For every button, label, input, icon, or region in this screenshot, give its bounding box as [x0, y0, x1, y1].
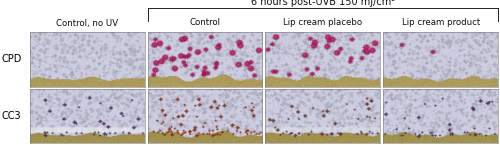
Text: 6 hours post-UVB 150 mJ/cm²: 6 hours post-UVB 150 mJ/cm²	[251, 0, 395, 7]
Text: Lip cream placebo: Lip cream placebo	[284, 18, 362, 27]
Text: CC3: CC3	[1, 111, 20, 121]
Text: CPD: CPD	[1, 55, 21, 65]
Text: Control: Control	[190, 18, 220, 27]
Text: Control, no UV: Control, no UV	[56, 19, 118, 28]
Text: Lip cream product: Lip cream product	[402, 18, 480, 27]
